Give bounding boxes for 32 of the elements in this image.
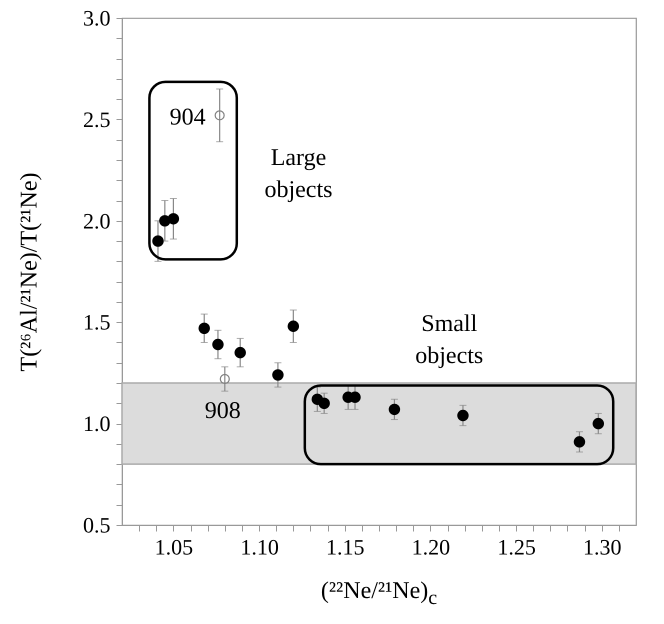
x-tick-label: 1.10 bbox=[240, 534, 279, 560]
x-tick-label: 1.05 bbox=[154, 534, 194, 560]
point bbox=[220, 374, 230, 384]
point bbox=[272, 369, 284, 381]
point bbox=[592, 418, 604, 430]
annotation: Large objects bbox=[264, 144, 332, 203]
annotation: Small objects bbox=[415, 311, 484, 370]
point bbox=[212, 338, 224, 350]
y-axis-title: T(²⁶Al/²¹Ne)/T(²¹Ne) bbox=[16, 172, 44, 372]
y-tick-label: 2.5 bbox=[83, 106, 110, 132]
x-axis-title: (²²Ne/²¹Ne)$_{c}$ bbox=[320, 578, 438, 610]
y-tick-label: 1.5 bbox=[83, 310, 110, 335]
point bbox=[168, 213, 180, 224]
point bbox=[388, 404, 400, 416]
point bbox=[198, 322, 210, 334]
annotation: 904 bbox=[170, 104, 206, 130]
y-tick-label: 3.0 bbox=[83, 6, 110, 30]
point bbox=[214, 110, 225, 120]
point bbox=[288, 320, 300, 332]
x-tick-label: 1.30 bbox=[582, 534, 622, 560]
point bbox=[318, 398, 330, 410]
y-tick-label: 2.0 bbox=[83, 208, 110, 234]
point bbox=[234, 346, 246, 358]
point bbox=[152, 235, 164, 247]
x-tick-label: 1.20 bbox=[412, 534, 450, 560]
y-tick-label: 0.5 bbox=[83, 512, 110, 538]
annotation: 908 bbox=[204, 398, 241, 424]
point bbox=[574, 436, 586, 448]
point bbox=[457, 410, 469, 422]
y-tick-label: 1.0 bbox=[83, 411, 110, 436]
x-tick-label: 1.15 bbox=[326, 534, 364, 560]
x-tick-label: 1.25 bbox=[497, 534, 536, 560]
